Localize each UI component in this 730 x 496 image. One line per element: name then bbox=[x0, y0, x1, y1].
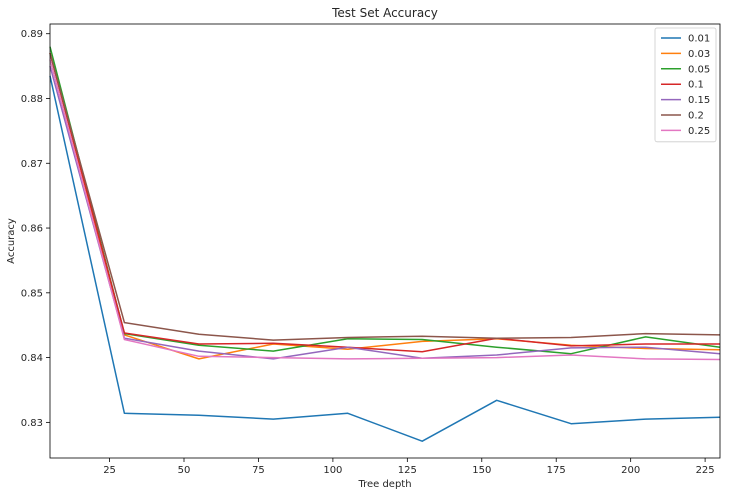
plot-frame bbox=[49, 23, 721, 459]
y-tick-label: 0.84 bbox=[21, 353, 43, 364]
x-tick-label: 125 bbox=[398, 465, 417, 476]
x-axis-title: Tree depth bbox=[357, 479, 411, 490]
legend-label: 0.15 bbox=[688, 95, 710, 106]
y-tick-label: 0.87 bbox=[21, 159, 43, 170]
axis-ticks: 25 50 75 100 125 150 175 200 225 0.83 0.84 0.85 0.86… bbox=[21, 29, 715, 476]
legend-label: 0.01 bbox=[688, 34, 710, 45]
series-lines bbox=[49, 46, 721, 442]
legend-label: 0.05 bbox=[688, 64, 710, 75]
y-tick-label: 0.83 bbox=[21, 418, 43, 429]
legend-label: 0.03 bbox=[688, 49, 710, 60]
series-line-0.01 bbox=[49, 75, 721, 442]
legend: 0.01 0.03 0.05 0.1 0.15 0.2 0.25 bbox=[654, 27, 717, 143]
y-tick-label: 0.86 bbox=[21, 224, 43, 235]
series-line-0.05 bbox=[49, 46, 721, 355]
legend-label: 0.25 bbox=[688, 126, 710, 137]
series-line-0.15 bbox=[49, 65, 721, 360]
y-axis-title: Accuracy bbox=[6, 218, 17, 264]
x-tick-label: 225 bbox=[696, 465, 715, 476]
legend-box bbox=[654, 27, 717, 143]
series-line-0.2 bbox=[49, 52, 721, 341]
series-line-0.1 bbox=[49, 52, 720, 353]
x-tick-label: 25 bbox=[103, 465, 116, 476]
y-tick-label: 0.85 bbox=[21, 288, 43, 299]
x-tick-label: 200 bbox=[621, 465, 640, 476]
y-tick-label: 0.88 bbox=[21, 94, 43, 105]
series-line-0.03 bbox=[49, 52, 721, 360]
x-tick-label: 50 bbox=[178, 465, 191, 476]
x-tick-label: 75 bbox=[252, 465, 265, 476]
y-tick-label: 0.89 bbox=[21, 29, 43, 40]
chart-title: Test Set Accuracy bbox=[331, 6, 438, 20]
legend-label: 0.1 bbox=[688, 80, 704, 91]
x-tick-label: 100 bbox=[323, 465, 342, 476]
x-tick-label: 150 bbox=[472, 465, 491, 476]
legend-label: 0.2 bbox=[688, 111, 704, 122]
series-line-0.25 bbox=[49, 59, 721, 361]
x-tick-label: 175 bbox=[547, 465, 566, 476]
